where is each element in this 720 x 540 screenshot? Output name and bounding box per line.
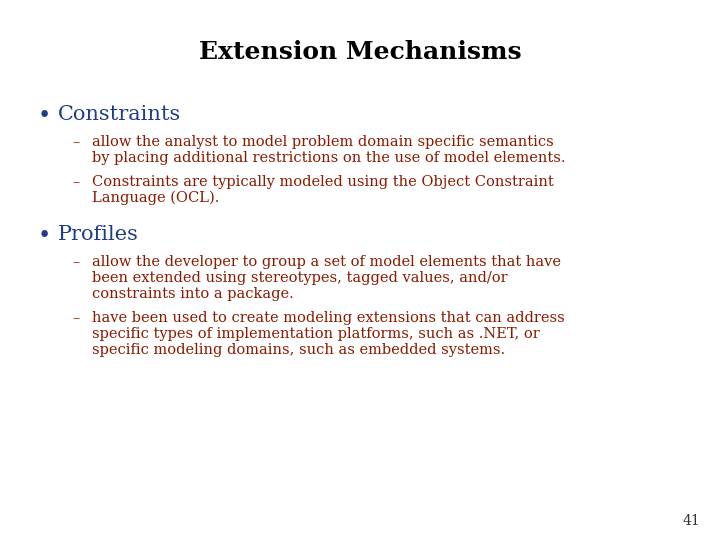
Text: •: • bbox=[38, 225, 51, 247]
Text: –: – bbox=[72, 175, 79, 189]
Text: constraints into a package.: constraints into a package. bbox=[92, 287, 294, 301]
Text: by placing additional restrictions on the use of model elements.: by placing additional restrictions on th… bbox=[92, 151, 565, 165]
Text: Language (OCL).: Language (OCL). bbox=[92, 191, 220, 205]
Text: •: • bbox=[38, 105, 51, 127]
Text: Constraints are typically modeled using the Object Constraint: Constraints are typically modeled using … bbox=[92, 175, 554, 189]
Text: been extended using stereotypes, tagged values, and/or: been extended using stereotypes, tagged … bbox=[92, 271, 508, 285]
Text: Extension Mechanisms: Extension Mechanisms bbox=[199, 40, 521, 64]
Text: Profiles: Profiles bbox=[58, 225, 139, 244]
Text: 41: 41 bbox=[683, 514, 700, 528]
Text: specific modeling domains, such as embedded systems.: specific modeling domains, such as embed… bbox=[92, 343, 505, 357]
Text: –: – bbox=[72, 311, 79, 325]
Text: have been used to create modeling extensions that can address: have been used to create modeling extens… bbox=[92, 311, 564, 325]
Text: –: – bbox=[72, 255, 79, 269]
Text: allow the developer to group a set of model elements that have: allow the developer to group a set of mo… bbox=[92, 255, 561, 269]
Text: allow the analyst to model problem domain specific semantics: allow the analyst to model problem domai… bbox=[92, 135, 554, 149]
Text: specific types of implementation platforms, such as .NET, or: specific types of implementation platfor… bbox=[92, 327, 540, 341]
Text: –: – bbox=[72, 135, 79, 149]
Text: Constraints: Constraints bbox=[58, 105, 181, 124]
